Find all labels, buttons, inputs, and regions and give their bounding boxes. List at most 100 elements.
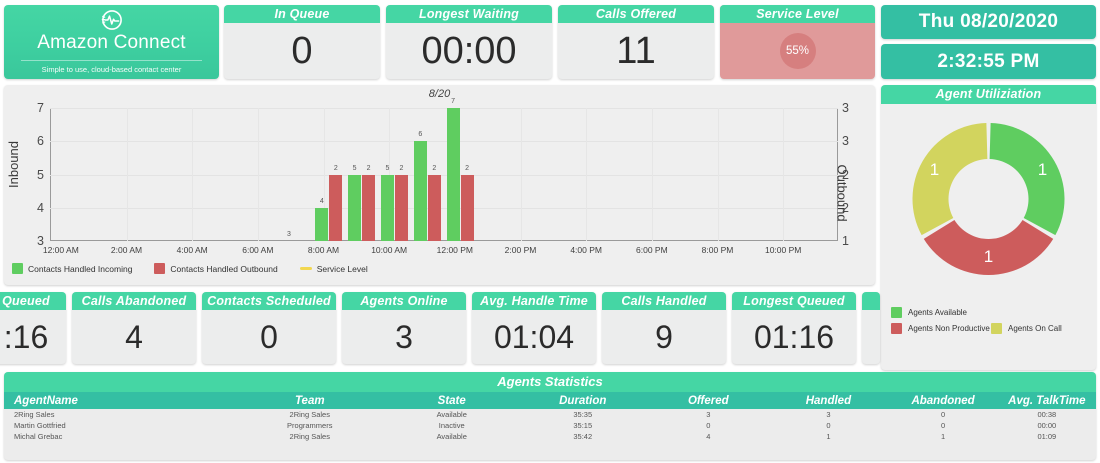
legend-label: Service Level xyxy=(316,263,368,274)
kpi-card-in-queue[interactable]: In Queue 0 xyxy=(224,5,380,79)
donut-slice-value: 1 xyxy=(1037,160,1048,179)
legend-label: Contacts Handled Outbound xyxy=(170,263,278,274)
kpi-card-partial[interactable] xyxy=(862,292,880,364)
gridline xyxy=(50,141,838,143)
table-cell: 1 xyxy=(826,432,831,441)
table-cell: 00:00 xyxy=(1037,421,1057,430)
table-row[interactable]: Martin Gottfried Programmers Inactive 35:15… xyxy=(4,420,1096,431)
legend-item[interactable]: Contacts Handled Incoming xyxy=(12,263,132,274)
table-column-header[interactable]: Handled xyxy=(768,392,889,409)
agents-statistics-panel[interactable]: Agents Statistics AgentName Team State Dura… xyxy=(4,372,1096,460)
y2-tick-label: 3 xyxy=(842,134,849,149)
kpi-value: 9 xyxy=(655,318,673,355)
gridline-vertical xyxy=(520,108,522,241)
table-cell: Michal Grebac xyxy=(14,432,63,441)
kpi-card-service-level[interactable]: Service Level 55% xyxy=(720,5,875,79)
bar-outbound xyxy=(362,174,376,241)
bar-outbound xyxy=(427,174,441,241)
table-column-header[interactable]: Abandoned xyxy=(888,392,998,409)
service-level-gauge: 55% xyxy=(720,23,875,79)
x-tick-label: 2:00 PM xyxy=(504,245,537,255)
bar-incoming xyxy=(413,141,427,241)
table-cell: 1 xyxy=(940,432,946,441)
bar-outbound xyxy=(394,174,408,241)
kpi-label: Longest Queued xyxy=(732,292,856,310)
bar-label: 7 xyxy=(451,98,456,105)
table-cell: 00:38 xyxy=(1037,410,1057,419)
table-column-header[interactable]: Avg. TalkTime xyxy=(997,392,1096,409)
table-cell: Available xyxy=(436,432,467,441)
kpi-card-calls-abandoned[interactable]: Calls Abandoned 4 xyxy=(72,292,196,364)
bar-label: 2 xyxy=(333,164,338,172)
kpi-label: Calls Offered xyxy=(558,5,714,23)
agents-statistics-title: Agents Statistics xyxy=(4,372,1096,392)
kpi-card-calls-handled[interactable]: Calls Handled 9 xyxy=(602,292,726,364)
x-tick-label: 4:00 PM xyxy=(570,245,602,255)
table-column-header[interactable]: AgentName xyxy=(4,392,234,409)
kpi-label: In Queue xyxy=(224,5,380,23)
x-tick-label: 10:00 AM xyxy=(371,245,408,255)
kpi-card-avg-handle-time[interactable]: Avg. Handle Time 01:04 xyxy=(472,292,596,364)
table-column-header[interactable]: State xyxy=(386,392,518,409)
legend-item[interactable]: Service Level xyxy=(299,263,368,274)
kpi-value: 4 xyxy=(125,318,143,355)
table-column-header[interactable]: Duration xyxy=(517,392,649,409)
kpi-card-queued[interactable]: Queued :16 xyxy=(0,292,66,364)
brand-name: Amazon Connect xyxy=(37,32,186,53)
current-date: Thu 08/20/2020 xyxy=(881,5,1096,39)
kpi-card-longest-waiting[interactable]: Longest Waiting 00:00 xyxy=(386,5,552,79)
legend-item[interactable]: Contacts Handled Outbound xyxy=(154,263,278,274)
x-tick-label: 8:00 PM xyxy=(701,245,734,255)
donut-slice[interactable] xyxy=(989,123,1065,236)
table-cell: 01:09 xyxy=(1037,432,1057,441)
gridline-vertical xyxy=(717,108,719,241)
y2-tick-label: 2 xyxy=(842,200,849,215)
table-column-header[interactable]: Offered xyxy=(648,392,769,409)
donut-slice[interactable] xyxy=(912,123,988,236)
y-tick-label: 5 xyxy=(37,167,44,182)
bar-incoming xyxy=(348,174,362,241)
kpi-label: Calls Abandoned xyxy=(72,292,196,310)
kpi-card-contacts-scheduled[interactable]: Contacts Scheduled 0 xyxy=(202,292,336,364)
bar-outbound xyxy=(329,174,343,241)
gridline-vertical xyxy=(126,108,128,241)
kpi-value xyxy=(862,310,880,364)
contacts-chart-panel[interactable]: 8/20 3 4 2 5 2 5 2 6 2 7 2 3 1 4 2 5 2 6 3 7 3 12:00 AM 2:00… xyxy=(4,85,875,285)
x-tick-label: 2:00 AM xyxy=(110,245,143,255)
table-cell: 4 xyxy=(706,432,711,441)
donut-svg xyxy=(912,123,1065,275)
agent-utilization-legend: Agents Available Agents Non Productive A… xyxy=(891,307,1091,339)
table-cell: 2Ring Sales xyxy=(289,410,330,419)
x-tick-label: 8:00 AM xyxy=(307,245,340,255)
kpi-card-calls-offered[interactable]: Calls Offered 11 xyxy=(558,5,714,79)
chart-plot-area: 3 4 2 5 2 5 2 6 2 7 2 xyxy=(50,98,838,241)
kpi-value: 0 xyxy=(260,318,278,355)
kpi-card-agents-online[interactable]: Agents Online 3 xyxy=(342,292,466,364)
table-row[interactable]: Michal Grebac 2Ring Sales Available 35:42 4 1… xyxy=(4,431,1096,442)
agent-utilization-panel[interactable]: Agent Utiliziation 1 1 1 Agents Available … xyxy=(881,85,1096,370)
x-tick-label: 12:00 PM xyxy=(436,245,474,255)
table-cell: Available xyxy=(436,410,467,419)
kpi-value: 11 xyxy=(616,29,656,72)
kpi-value: 0 xyxy=(291,29,313,72)
kpi-label: Agents Online xyxy=(342,292,466,310)
table-cell: Martin Gottfried xyxy=(14,421,66,430)
table-cell: 2Ring Sales xyxy=(14,410,55,419)
bar-label: 3 xyxy=(287,231,291,238)
chart-y-axis-label: Inbound xyxy=(6,141,21,188)
table-cell: 0 xyxy=(706,421,711,430)
table-column-header[interactable]: Team xyxy=(233,392,387,409)
kpi-card-longest-queued[interactable]: Longest Queued 01:16 xyxy=(732,292,856,364)
legend-label-available: Agents Available xyxy=(908,308,968,317)
current-time: 2:32:55 PM xyxy=(881,44,1096,79)
legend-swatch xyxy=(299,267,312,270)
table-row[interactable]: 2Ring Sales 2Ring Sales Available 35:35 3 3 0 0… xyxy=(4,409,1096,420)
table-cell: 2Ring Sales xyxy=(289,432,330,441)
x-tick-label: 6:00 AM xyxy=(242,245,274,255)
gridline xyxy=(50,108,838,109)
brand-tile: Amazon Connect Simple to use, cloud-base… xyxy=(4,5,219,79)
legend-swatch xyxy=(154,263,166,274)
agent-utilization-title: Agent Utiliziation xyxy=(881,85,1096,104)
donut-slice[interactable] xyxy=(923,219,1054,275)
bar-label: 2 xyxy=(432,164,437,172)
